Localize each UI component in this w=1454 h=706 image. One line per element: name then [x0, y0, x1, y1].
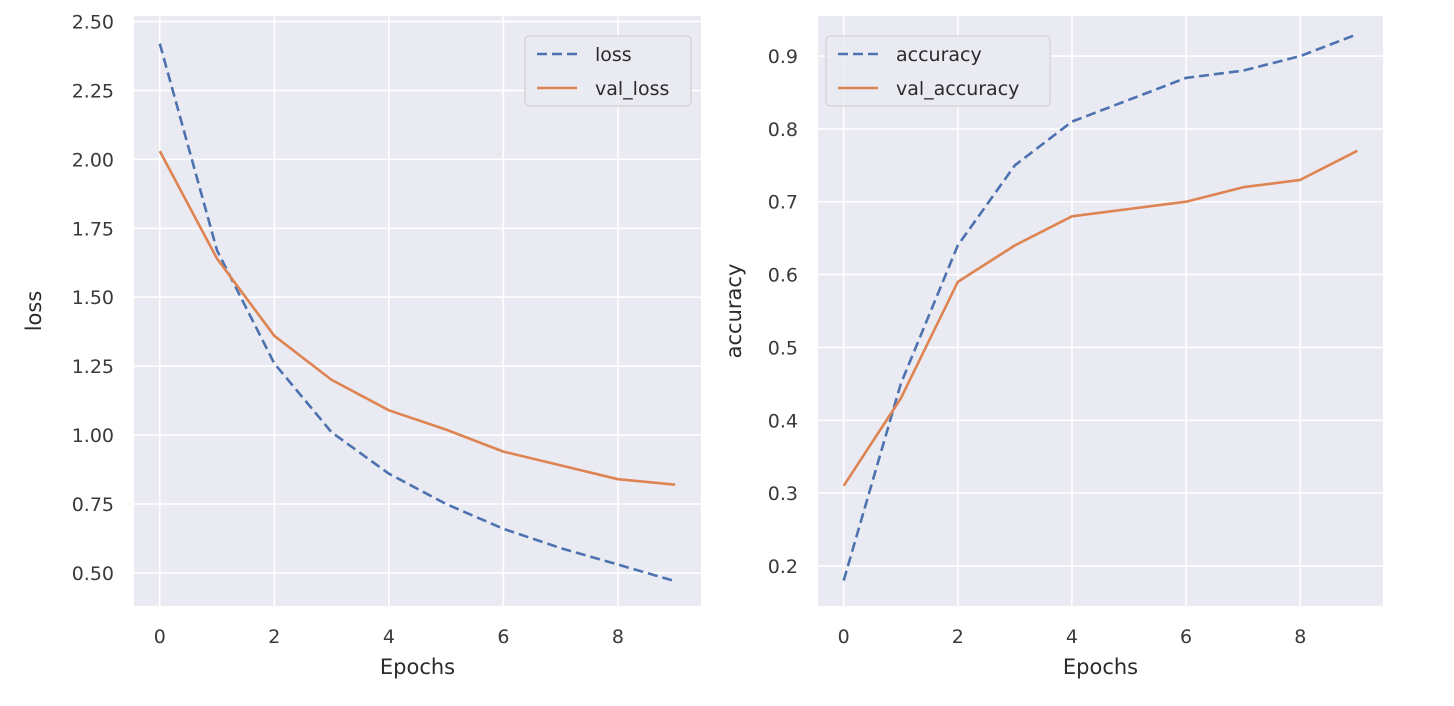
y-tick-label: 0.3: [768, 483, 798, 505]
x-tick-label: 6: [497, 626, 509, 648]
y-axis-label: accuracy: [722, 264, 746, 359]
y-tick-label: 1.75: [72, 218, 114, 240]
y-tick-label: 0.9: [768, 46, 798, 68]
loss-chart: 0 2 4 6 8 0.50 0.75 1.00 1.25 1.50 1.75 2.00 2.25 2.5…: [22, 12, 701, 679]
y-tick-label: 0.75: [72, 494, 114, 516]
y-tick-label: 0.50: [72, 563, 114, 585]
x-tick-label: 6: [1180, 626, 1192, 648]
y-tick-label: 0.7: [768, 192, 798, 214]
y-tick-label: 1.50: [72, 287, 114, 309]
legend-label-loss: loss: [595, 44, 632, 66]
y-tick-label: 0.2: [768, 556, 798, 578]
x-axis-label: Epochs: [380, 655, 455, 679]
y-tick-label: 0.8: [768, 119, 798, 141]
y-tick-label: 1.25: [72, 356, 114, 378]
y-tick-label: 0.4: [768, 410, 798, 432]
y-tick-label: 2.50: [72, 12, 114, 34]
plot-area: [134, 16, 701, 606]
plot-area: [818, 16, 1383, 606]
y-tick-label: 0.5: [768, 337, 798, 359]
series-line-val-accuracy: [842, 149, 1358, 487]
legend-label-val-loss: val_loss: [595, 78, 669, 100]
y-tick-label: 2.25: [72, 80, 114, 102]
y-axis-label: loss: [22, 291, 46, 332]
x-tick-label: 2: [952, 626, 964, 648]
y-tick-label: 0.6: [768, 265, 798, 287]
x-axis-label: Epochs: [1063, 655, 1138, 679]
x-tick-label: 2: [268, 626, 280, 648]
legend-box: [825, 35, 1051, 107]
x-tick-label: 4: [383, 626, 395, 648]
legend-label-val-accuracy: val_accuracy: [896, 78, 1019, 100]
y-tick-label: 1.00: [72, 425, 114, 447]
x-tick-label: 0: [838, 626, 850, 648]
x-tick-label: 4: [1066, 626, 1078, 648]
legend-label-accuracy: accuracy: [896, 44, 982, 66]
accuracy-chart: 0 2 4 6 8 0.2 0.3 0.4 0.5 0.6 0.7 0.8 0.9 Epochs accur…: [722, 16, 1383, 679]
x-tick-label: 0: [154, 626, 166, 648]
x-tick-label: 8: [1294, 626, 1306, 648]
series-line-val-loss: [158, 150, 676, 486]
series-line-accuracy: [842, 32, 1358, 581]
x-tick-label: 8: [612, 626, 624, 648]
series-line-loss: [158, 43, 676, 583]
y-tick-label: 2.00: [72, 149, 114, 171]
